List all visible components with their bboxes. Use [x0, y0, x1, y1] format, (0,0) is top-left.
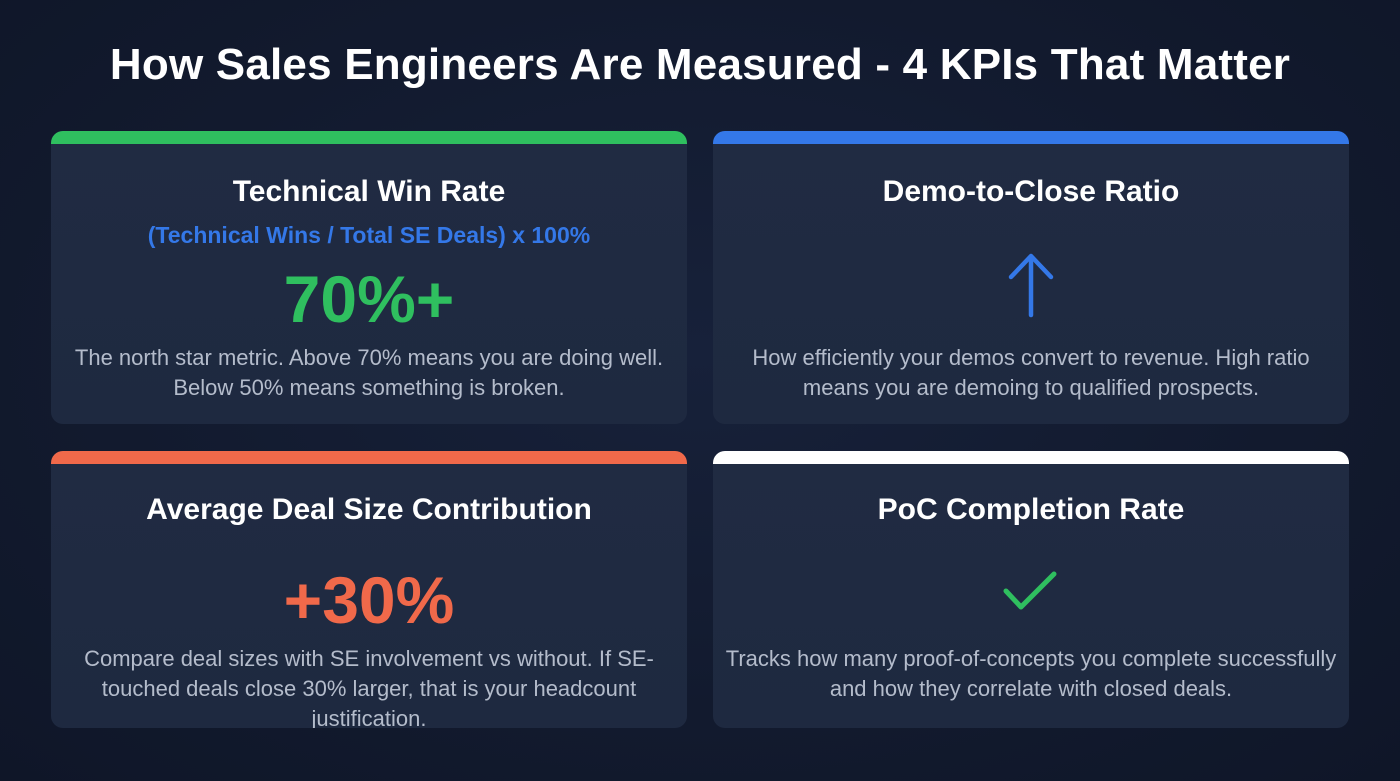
accent-bar	[51, 451, 687, 464]
arrow-up-icon	[1005, 251, 1057, 319]
card-description: Compare deal sizes with SE involvement v…	[84, 646, 654, 728]
card-title: Demo-to-Close Ratio	[882, 175, 1180, 208]
card-description: How efficiently your demos convert to re…	[752, 345, 1310, 400]
accent-bar	[51, 131, 687, 144]
card-title: Technical Win Rate	[232, 175, 506, 208]
card-formula: (Technical Wins / Total SE Deals) x 100%	[147, 222, 591, 248]
kpi-card-poc-completion-rate: PoC Completion Rate Tracks how many proo…	[713, 451, 1349, 728]
kpi-card-demo-to-close-ratio: Demo-to-Close Ratio How efficiently your…	[713, 131, 1349, 424]
card-metric: +30%	[283, 563, 455, 637]
accent-bar	[713, 451, 1349, 464]
accent-bar	[713, 131, 1349, 144]
page-title: How Sales Engineers Are Measured - 4 KPI…	[109, 40, 1291, 89]
card-title: Average Deal Size Contribution	[146, 493, 592, 526]
kpi-card-technical-win-rate: Technical Win Rate (Technical Wins / Tot…	[51, 131, 687, 424]
kpi-card-average-deal-size-contribution: Average Deal Size Contribution +30% Comp…	[51, 451, 687, 728]
card-description: The north star metric. Above 70% means y…	[74, 345, 664, 400]
card-metric: 70%+	[283, 262, 455, 336]
checkmark-icon	[1001, 569, 1061, 615]
card-description: Tracks how many proof-of-concepts you co…	[725, 646, 1337, 701]
card-title: PoC Completion Rate	[877, 493, 1185, 526]
